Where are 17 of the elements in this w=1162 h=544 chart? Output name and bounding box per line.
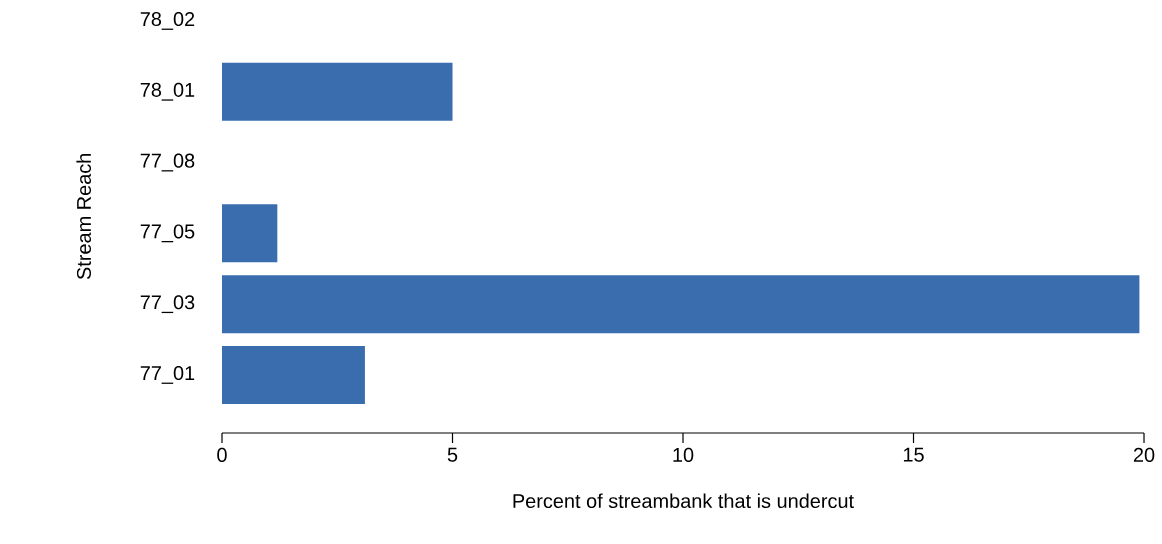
x-tick-label: 10 <box>673 447 694 462</box>
bar <box>222 204 278 263</box>
x-tick-label: 15 <box>903 447 924 462</box>
x-tick-label: 5 <box>447 447 458 462</box>
y-tick-label: 77_01 <box>140 366 195 384</box>
x-tick-label: 0 <box>217 447 227 462</box>
bar <box>222 345 365 404</box>
x-axis-title: Percent of streambank that is undercut <box>513 493 854 509</box>
x-tick-label: 20 <box>1133 447 1155 462</box>
bar <box>222 62 453 121</box>
y-tick-label: 78_01 <box>140 82 195 101</box>
y-tick-label: 78_02 <box>140 12 195 30</box>
y-tick-label: 77_05 <box>140 224 195 243</box>
y-tick-label: 77_03 <box>140 295 195 314</box>
bar <box>222 275 1140 334</box>
y-axis-title: Stream Reach <box>76 154 92 280</box>
y-tick-label: 77_08 <box>140 153 195 172</box>
